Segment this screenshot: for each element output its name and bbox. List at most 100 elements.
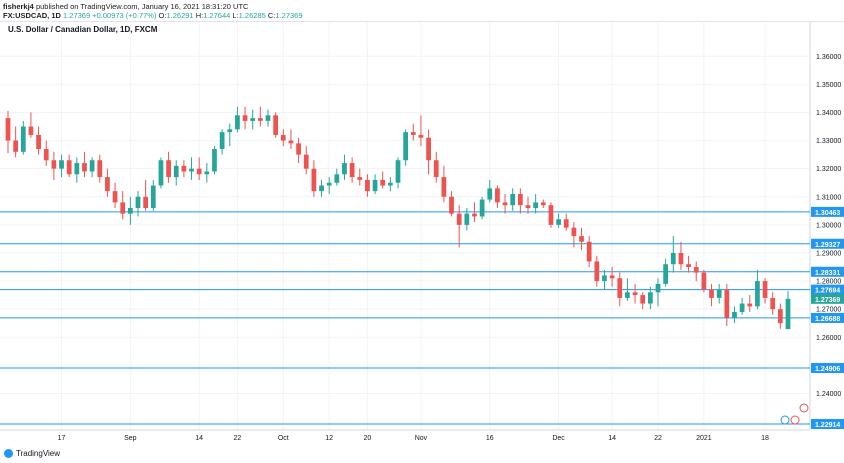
candle-body-down	[365, 179, 370, 192]
price-change: +0.00973 (+0.77%)	[92, 11, 157, 20]
ohlc-line: FX:USDCAD, 1D 1.27369 +0.00973 (+0.77%) …	[3, 11, 303, 20]
chart-title: U.S. Dollar / Canadian Dollar, 1D, FXCM	[8, 25, 158, 34]
candle-body-down	[296, 143, 301, 155]
candle-body-up	[265, 115, 271, 121]
candle-body-up	[158, 160, 164, 186]
level-tag-label: 1.27694	[815, 288, 840, 295]
candle-body-down	[43, 148, 49, 161]
x-tick-label: 12	[325, 435, 333, 442]
x-tick-label: Sep	[124, 435, 137, 442]
y-tick-label: 1.36000	[816, 54, 841, 61]
candle-body-down	[112, 191, 118, 203]
candle-body-down	[747, 303, 753, 307]
candle-body-down	[640, 295, 646, 304]
candle-body-down	[257, 118, 263, 121]
candle-body-down	[181, 165, 187, 172]
candle-body-up	[74, 163, 80, 175]
event-icon	[780, 415, 790, 425]
candle-body-down	[594, 261, 600, 282]
candle-body-down	[36, 134, 41, 149]
level-tag	[811, 363, 844, 374]
x-tick-label: 22	[654, 435, 662, 442]
x-tick-label: Dec	[552, 435, 565, 442]
candle-body-up	[59, 160, 64, 169]
candle-body-down	[724, 289, 730, 318]
candle-body-up	[602, 275, 607, 282]
y-tick-label: 1.32000	[816, 166, 841, 173]
candle-body-up	[219, 132, 225, 149]
candle-body-down	[349, 163, 355, 178]
candle-body-down	[66, 160, 72, 175]
candle-body-down	[762, 281, 768, 298]
candle-body-down	[196, 168, 202, 175]
y-tick-label: 1.27000	[816, 307, 841, 314]
candle-body-up	[403, 132, 409, 161]
candle-body-up	[20, 126, 26, 152]
last-price-tag	[811, 293, 844, 304]
candle-body-up	[647, 292, 653, 304]
high-value: 1.27644	[203, 11, 231, 20]
x-tick-label: 17	[58, 435, 66, 442]
candle-body-up	[150, 185, 156, 209]
candle-body-down	[540, 202, 546, 206]
candle-body-up	[655, 283, 661, 293]
close-value: 1.27369	[275, 11, 303, 20]
open-value: 1.26291	[166, 11, 194, 20]
candle-body-down	[502, 202, 508, 206]
candle-body-down	[709, 289, 714, 298]
candle-body-up	[250, 118, 256, 121]
x-tick-label: Oct	[278, 435, 289, 442]
level-tag	[811, 312, 844, 323]
level-tag-label: 1.26688	[815, 316, 840, 323]
y-tick-label: 1.31000	[816, 194, 841, 201]
level-tag	[811, 206, 844, 217]
x-tick-label: 16	[486, 435, 494, 442]
level-tag	[811, 418, 844, 429]
candle-body-down	[166, 160, 171, 178]
candle-body-down	[456, 213, 462, 225]
x-tick-label: Nov	[415, 435, 428, 442]
candle-body-down	[97, 160, 103, 178]
candle-body-down	[632, 292, 638, 296]
candle-body-down	[777, 309, 783, 324]
candle-body-down	[563, 219, 569, 228]
level-tag-label: 1.28331	[815, 270, 840, 277]
low-label: L:	[232, 11, 239, 20]
candle-body-up	[533, 202, 539, 209]
candle-body-up	[387, 182, 393, 186]
x-tick-label: 18	[761, 435, 769, 442]
candle-body-down	[28, 126, 34, 135]
candle-body-down	[571, 227, 577, 237]
candle-body-up	[663, 264, 669, 284]
symbol-label: FX:USDCAD, 1D	[3, 11, 61, 20]
candle-body-down	[410, 132, 416, 135]
tradingview-logo[interactable]: TradingView	[4, 449, 60, 458]
candle-body-up	[227, 129, 233, 133]
x-tick-label: 14	[608, 435, 616, 442]
y-tick-label: 1.28000	[816, 279, 841, 286]
candle-body-down	[686, 264, 691, 268]
event-icon	[799, 403, 809, 413]
header-divider	[0, 21, 844, 23]
author-name[interactable]: fisherkj4	[3, 2, 34, 11]
candle-body-up	[326, 182, 332, 186]
event-icon	[790, 415, 800, 425]
candle-body-up	[739, 303, 745, 312]
candle-body-down	[13, 140, 19, 152]
candle-body-up	[319, 185, 324, 192]
candle-body-down	[280, 134, 286, 141]
candle-body-down	[311, 168, 317, 192]
candle-body-up	[487, 188, 493, 200]
level-tag-label: 1.30463	[815, 210, 840, 217]
candle-body-down	[693, 267, 699, 273]
y-tick-label: 1.34000	[816, 110, 841, 117]
candle-body-up	[372, 179, 378, 192]
candle-body-down	[770, 297, 776, 310]
candle-body-down	[586, 241, 592, 262]
candle-body-up	[342, 163, 347, 175]
candle-body-down	[433, 160, 439, 178]
candle-body-down	[288, 140, 294, 144]
candle-body-down	[105, 177, 110, 192]
y-tick-label: 1.35000	[816, 82, 841, 89]
